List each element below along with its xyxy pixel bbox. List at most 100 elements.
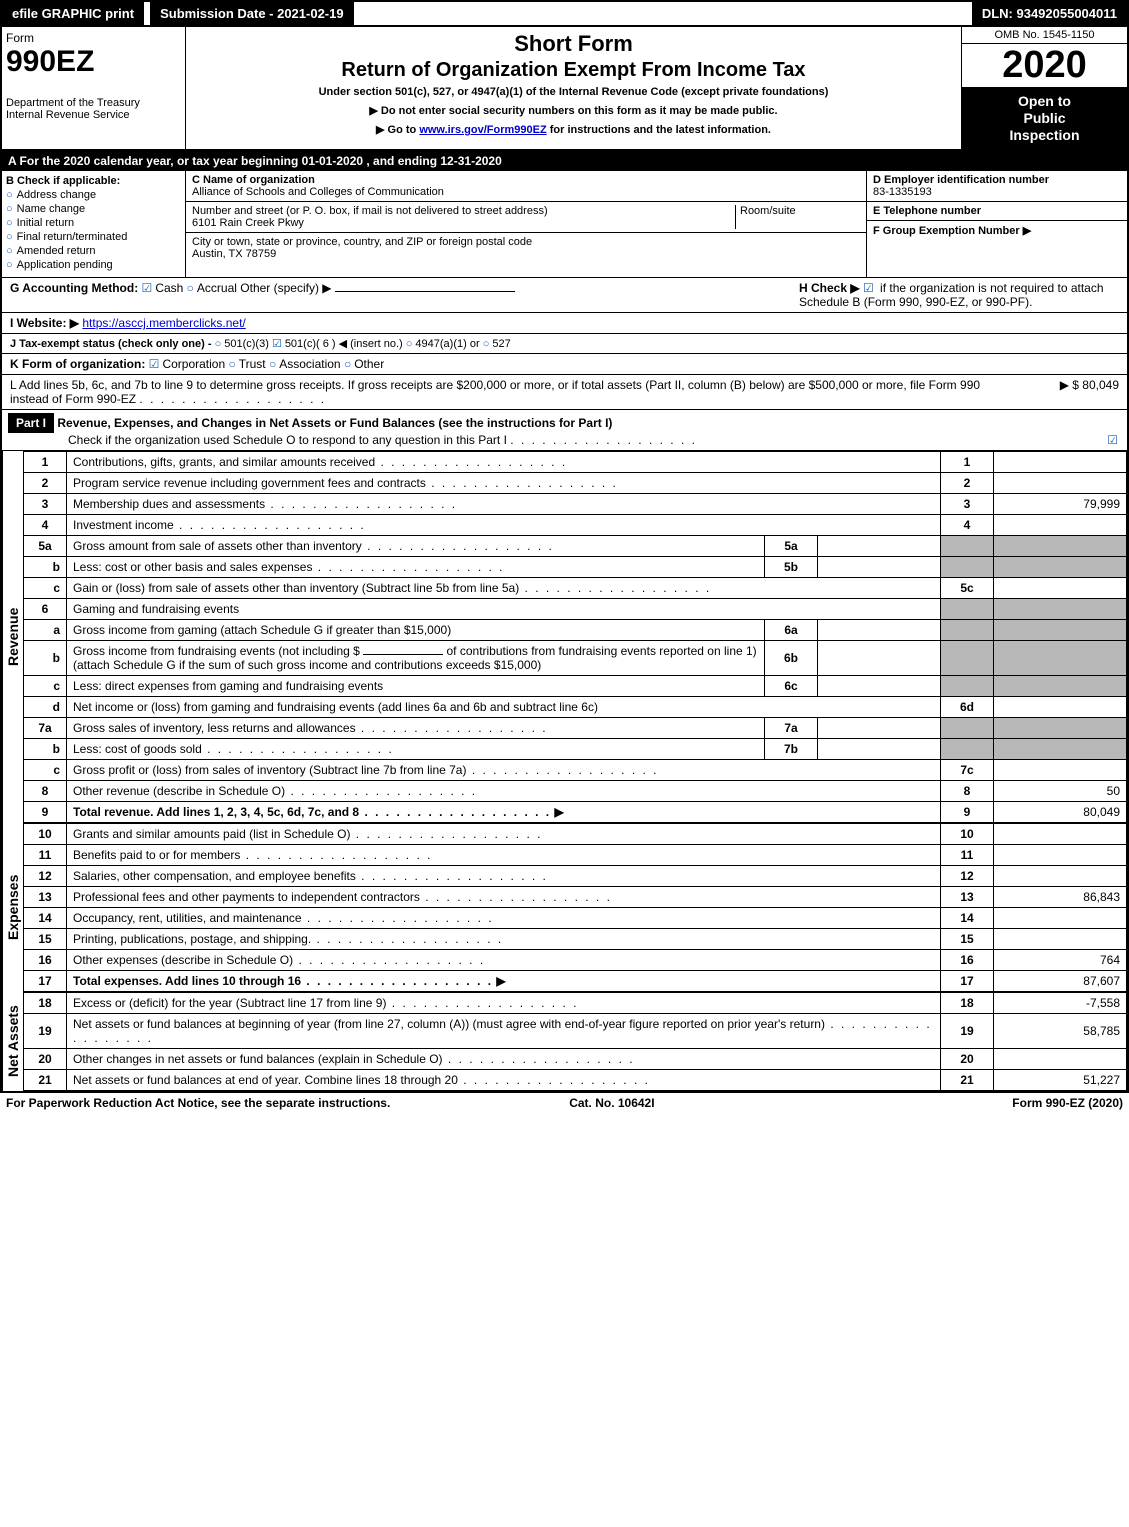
check-amended-return[interactable]: Amended return xyxy=(6,245,181,257)
box-j-label: J Tax-exempt status (check only one) - xyxy=(10,338,212,350)
check-association[interactable]: Association xyxy=(269,357,341,371)
line-8: 8Other revenue (describe in Schedule O)8… xyxy=(24,781,1127,802)
note2-prefix: ▶ Go to xyxy=(376,124,419,136)
check-4947[interactable]: 4947(a)(1) or xyxy=(406,338,480,350)
footer-left: For Paperwork Reduction Act Notice, see … xyxy=(6,1096,390,1110)
line-15: 15Printing, publications, postage, and s… xyxy=(24,929,1127,950)
line-4: 4Investment income4 xyxy=(24,515,1127,536)
box-f-label: F Group Exemption Number ▶ xyxy=(873,225,1031,237)
street-value: 6101 Rain Creek Pkwy xyxy=(192,217,304,229)
line-6a: aGross income from gaming (attach Schedu… xyxy=(24,620,1127,641)
short-form-title: Short Form xyxy=(190,31,957,57)
org-name-row: C Name of organization Alliance of Schoo… xyxy=(186,171,866,202)
line-14: 14Occupancy, rent, utilities, and mainte… xyxy=(24,908,1127,929)
box-i-label: I Website: ▶ xyxy=(10,316,79,330)
line-5b: bLess: cost or other basis and sales exp… xyxy=(24,557,1127,578)
website-link[interactable]: https://asccj.memberclicks.net/ xyxy=(82,316,245,330)
form-word: Form xyxy=(6,31,181,45)
line-3: 3Membership dues and assessments379,999 xyxy=(24,494,1127,515)
check-schedule-o[interactable] xyxy=(1107,433,1121,447)
instructions-link[interactable]: www.irs.gov/Form990EZ xyxy=(419,124,546,136)
check-final-return[interactable]: Final return/terminated xyxy=(6,231,181,243)
city-label: City or town, state or province, country… xyxy=(192,236,532,248)
dots xyxy=(510,433,697,447)
box-f: F Group Exemption Number ▶ xyxy=(867,221,1127,240)
info-block: B Check if applicable: Address change Na… xyxy=(2,171,1127,278)
efile-print-button[interactable]: efile GRAPHIC print xyxy=(2,2,144,25)
line-6c: cLess: direct expenses from gaming and f… xyxy=(24,676,1127,697)
box-b-title: B Check if applicable: xyxy=(6,175,181,187)
revenue-table: 1Contributions, gifts, grants, and simil… xyxy=(23,451,1127,823)
revenue-section: Revenue 1Contributions, gifts, grants, a… xyxy=(2,451,1127,823)
line-20: 20Other changes in net assets or fund ba… xyxy=(24,1049,1127,1070)
dln-label: DLN: 93492055004011 xyxy=(972,2,1127,25)
footer: For Paperwork Reduction Act Notice, see … xyxy=(0,1093,1129,1113)
check-address-change[interactable]: Address change xyxy=(6,189,181,201)
tax-year-large: 2020 xyxy=(962,44,1127,87)
box-k: K Form of organization: Corporation Trus… xyxy=(2,354,1127,375)
return-title: Return of Organization Exempt From Incom… xyxy=(190,59,957,82)
other-specify-line[interactable] xyxy=(335,291,515,292)
check-trust[interactable]: Trust xyxy=(228,357,265,371)
footer-center: Cat. No. 10642I xyxy=(569,1096,654,1110)
box-e-label: E Telephone number xyxy=(873,205,981,217)
box-h: H Check ▶ if the organization is not req… xyxy=(799,281,1119,309)
part-1-header-row: Part I Revenue, Expenses, and Changes in… xyxy=(2,410,1127,451)
form-header: Form 990EZ Department of the Treasury In… xyxy=(2,27,1127,151)
line-19: 19Net assets or fund balances at beginni… xyxy=(24,1014,1127,1049)
line-7b: bLess: cost of goods sold7b xyxy=(24,739,1127,760)
line-16: 16Other expenses (describe in Schedule O… xyxy=(24,950,1127,971)
part-1-badge: Part I xyxy=(8,413,54,433)
form-number: 990EZ xyxy=(6,45,181,79)
ssn-warning: ▶ Do not enter social security numbers o… xyxy=(190,104,957,117)
public: Public xyxy=(966,110,1123,127)
line-18: 18Excess or (deficit) for the year (Subt… xyxy=(24,993,1127,1014)
box-d-label: D Employer identification number xyxy=(873,174,1049,186)
check-other-org[interactable]: Other xyxy=(344,357,384,371)
check-name-change[interactable]: Name change xyxy=(6,203,181,215)
footer-right: Form 990-EZ (2020) xyxy=(1012,1096,1123,1110)
check-application-pending[interactable]: Application pending xyxy=(6,259,181,271)
submission-date-button[interactable]: Submission Date - 2021-02-19 xyxy=(150,2,354,25)
row-g-h: G Accounting Method: Cash Accrual Other … xyxy=(2,278,1127,313)
line-2: 2Program service revenue including gover… xyxy=(24,473,1127,494)
box-c-label: C Name of organization xyxy=(192,174,315,186)
line-10: 10Grants and similar amounts paid (list … xyxy=(24,824,1127,845)
expenses-label: Expenses xyxy=(2,823,23,992)
box-i: I Website: ▶ https://asccj.memberclicks.… xyxy=(2,313,1127,334)
dots xyxy=(139,392,326,406)
under-section-text: Under section 501(c), 527, or 4947(a)(1)… xyxy=(190,86,957,98)
line-1: 1Contributions, gifts, grants, and simil… xyxy=(24,452,1127,473)
line-5c: cGain or (loss) from sale of assets othe… xyxy=(24,578,1127,599)
box-h-label: H Check ▶ xyxy=(799,281,860,295)
net-assets-section: Net Assets 18Excess or (deficit) for the… xyxy=(2,992,1127,1091)
instructions-note: ▶ Go to www.irs.gov/Form990EZ for instru… xyxy=(190,123,957,136)
ein-value: 83-1335193 xyxy=(873,186,932,198)
check-h[interactable] xyxy=(863,281,877,295)
check-initial-return[interactable]: Initial return xyxy=(6,217,181,229)
net-assets-table: 18Excess or (deficit) for the year (Subt… xyxy=(23,992,1127,1091)
check-corporation[interactable]: Corporation xyxy=(149,357,225,371)
room-label: Room/suite xyxy=(740,205,796,217)
open-to: Open to xyxy=(966,93,1123,110)
line-17: 17Total expenses. Add lines 10 through 1… xyxy=(24,971,1127,992)
line-6: 6Gaming and fundraising events xyxy=(24,599,1127,620)
org-name: Alliance of Schools and Colleges of Comm… xyxy=(192,186,444,198)
street-row: Number and street (or P. O. box, if mail… xyxy=(186,202,866,233)
check-501c3[interactable]: 501(c)(3) xyxy=(215,338,269,350)
line-7c: cGross profit or (loss) from sales of in… xyxy=(24,760,1127,781)
line-21: 21Net assets or fund balances at end of … xyxy=(24,1070,1127,1091)
header-center: Short Form Return of Organization Exempt… xyxy=(186,27,961,149)
expenses-table: 10Grants and similar amounts paid (list … xyxy=(23,823,1127,992)
expenses-section: Expenses 10Grants and similar amounts pa… xyxy=(2,823,1127,992)
check-cash[interactable]: Cash xyxy=(142,281,184,295)
box-k-label: K Form of organization: xyxy=(10,357,145,371)
omb-number: OMB No. 1545-1150 xyxy=(962,27,1127,44)
box-j: J Tax-exempt status (check only one) - 5… xyxy=(2,334,1127,354)
check-accrual[interactable]: Accrual xyxy=(187,281,237,295)
info-right: D Employer identification number 83-1335… xyxy=(866,171,1127,277)
check-501c[interactable]: 501(c)( 6 ) ◀ (insert no.) xyxy=(272,338,403,350)
part-1-title: Revenue, Expenses, and Changes in Net As… xyxy=(57,416,612,430)
box-e: E Telephone number xyxy=(867,202,1127,221)
check-527[interactable]: 527 xyxy=(483,338,511,350)
